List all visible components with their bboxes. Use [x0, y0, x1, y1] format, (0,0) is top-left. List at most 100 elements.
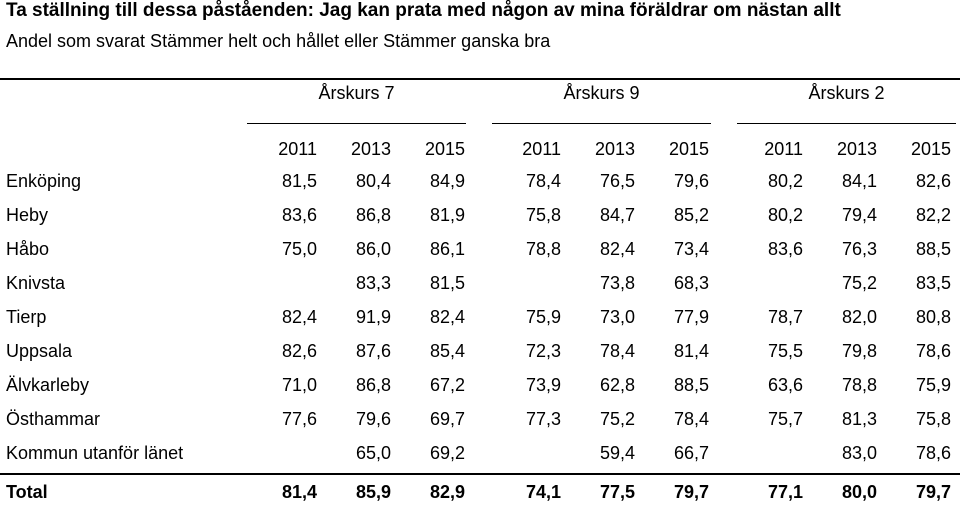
total-row: Total 81,4 85,9 82,9 74,1 77,5 79,7 77,1 80,0 79,…: [0, 479, 960, 505]
table-cell: 59,4: [599, 443, 635, 463]
table-cell: 82,0: [841, 307, 877, 327]
table-cell: 69,7: [429, 409, 465, 429]
row-label: Uppsala: [6, 341, 73, 361]
table-cell: 80,2: [767, 171, 803, 191]
table-cell: 75,7: [767, 409, 803, 429]
table-cell: 75,9: [525, 307, 561, 327]
year-header: 2015: [668, 139, 709, 159]
table-cell: 81,9: [429, 205, 465, 225]
table-cell: 80,4: [355, 171, 391, 191]
table-cell: 82,6: [281, 341, 317, 361]
table-cell: 78,4: [599, 341, 635, 361]
page-subtitle: Andel som svarat Stämmer helt och hållet…: [6, 31, 551, 51]
row-label: Östhammar: [6, 409, 101, 429]
group-underline: [737, 123, 956, 124]
table-cell: 71,0: [281, 375, 317, 395]
table-cell: 80,0: [841, 482, 877, 502]
table-cell: 76,3: [841, 239, 877, 259]
year-header: 2015: [424, 139, 465, 159]
table-cell: 73,9: [525, 375, 561, 395]
table-cell: 75,2: [599, 409, 635, 429]
table-cell: 83,0: [841, 443, 877, 463]
table-row: Kommun utanför länet 65,0 69,2 59,4 66,7 83,0…: [0, 440, 960, 466]
table-cell: 88,5: [673, 375, 709, 395]
group-header: Årskurs 7: [318, 83, 395, 103]
table-cell: 81,5: [429, 273, 465, 293]
table-cell: 82,4: [429, 307, 465, 327]
table-cell: 78,6: [915, 341, 951, 361]
table-cell: 75,8: [525, 205, 561, 225]
year-header: 2013: [594, 139, 635, 159]
table-cell: 81,5: [281, 171, 317, 191]
table-cell: 81,4: [673, 341, 709, 361]
table-cell: 62,8: [599, 375, 635, 395]
row-label: Tierp: [6, 307, 47, 327]
table-row: Knivsta 83,3 81,5 73,8 68,3 75,2 83,5: [0, 270, 960, 296]
year-header: 2013: [836, 139, 877, 159]
table-cell: 73,0: [599, 307, 635, 327]
year-header: 2011: [764, 139, 803, 159]
table-cell: 86,8: [355, 205, 391, 225]
table-cell: 68,3: [673, 273, 709, 293]
table-cell: 77,9: [673, 307, 709, 327]
table-row: Östhammar 77,6 79,6 69,7 77,3 75,2 78,4 75,7 81,…: [0, 406, 960, 432]
table-cell: 78,4: [673, 409, 709, 429]
table-cell: 86,0: [355, 239, 391, 259]
page-title: Ta ställning till dessa påståenden: Jag …: [6, 0, 841, 21]
table-cell: 67,2: [429, 375, 465, 395]
table-row: Uppsala 82,6 87,6 85,4 72,3 78,4 81,4 75,5 79,8 7…: [0, 338, 960, 364]
year-header-row: 2011 2013 2015 2011 2013 2015 2011 2013 2015: [0, 136, 960, 162]
table-cell: 82,4: [599, 239, 635, 259]
table-cell: 85,4: [429, 341, 465, 361]
table-cell: 87,6: [355, 341, 391, 361]
table-cell: 73,4: [673, 239, 709, 259]
table-cell: 84,1: [841, 171, 877, 191]
table-cell: 81,3: [841, 409, 877, 429]
table-cell: 91,9: [355, 307, 391, 327]
table-row: Heby 83,6 86,8 81,9 75,8 84,7 85,2 80,2 79,4 82,2: [0, 202, 960, 228]
table-cell: 82,2: [915, 205, 951, 225]
table-cell: 79,7: [673, 482, 709, 502]
table-cell: 83,5: [915, 273, 951, 293]
table-total-rule: [0, 473, 960, 475]
table-cell: 66,7: [673, 443, 709, 463]
table-cell: 78,8: [841, 375, 877, 395]
year-header: 2011: [278, 139, 317, 159]
table-cell: 79,6: [355, 409, 391, 429]
group-underline: [247, 123, 466, 124]
table-cell: 75,9: [915, 375, 951, 395]
year-header: 2015: [910, 139, 951, 159]
group-header: Årskurs 9: [563, 83, 640, 103]
table-cell: 86,8: [355, 375, 391, 395]
table-cell: 77,3: [525, 409, 561, 429]
table-cell: 82,6: [915, 171, 951, 191]
table-cell: 85,2: [673, 205, 709, 225]
table-row: Tierp 82,4 91,9 82,4 75,9 73,0 77,9 78,7 82,0 80,…: [0, 304, 960, 330]
table-top-rule: [0, 78, 960, 80]
table-cell: 85,9: [355, 482, 391, 502]
group-header: Årskurs 2: [808, 83, 885, 103]
row-label: Håbo: [6, 239, 50, 259]
row-label: Knivsta: [6, 273, 66, 293]
table-cell: 88,5: [915, 239, 951, 259]
table-cell: 77,5: [599, 482, 635, 502]
table-cell: 84,7: [599, 205, 635, 225]
table-cell: 83,3: [355, 273, 391, 293]
year-header: 2011: [522, 139, 561, 159]
table-cell: 78,8: [525, 239, 561, 259]
year-header: 2013: [350, 139, 391, 159]
table-cell: 81,4: [281, 482, 317, 502]
table-cell: 84,9: [429, 171, 465, 191]
table-cell: 75,2: [841, 273, 877, 293]
table-cell: 79,8: [841, 341, 877, 361]
group-underline: [492, 123, 711, 124]
table-cell: 80,2: [767, 205, 803, 225]
table-cell: 79,6: [673, 171, 709, 191]
table-cell: 79,7: [915, 482, 951, 502]
table-cell: 75,8: [915, 409, 951, 429]
table-row: Enköping 81,5 80,4 84,9 78,4 76,5 79,6 80,2 84,1…: [0, 168, 960, 194]
table-cell: 63,6: [767, 375, 803, 395]
table-cell: 75,5: [767, 341, 803, 361]
table-cell: 77,6: [281, 409, 317, 429]
row-label: Enköping: [6, 171, 82, 191]
